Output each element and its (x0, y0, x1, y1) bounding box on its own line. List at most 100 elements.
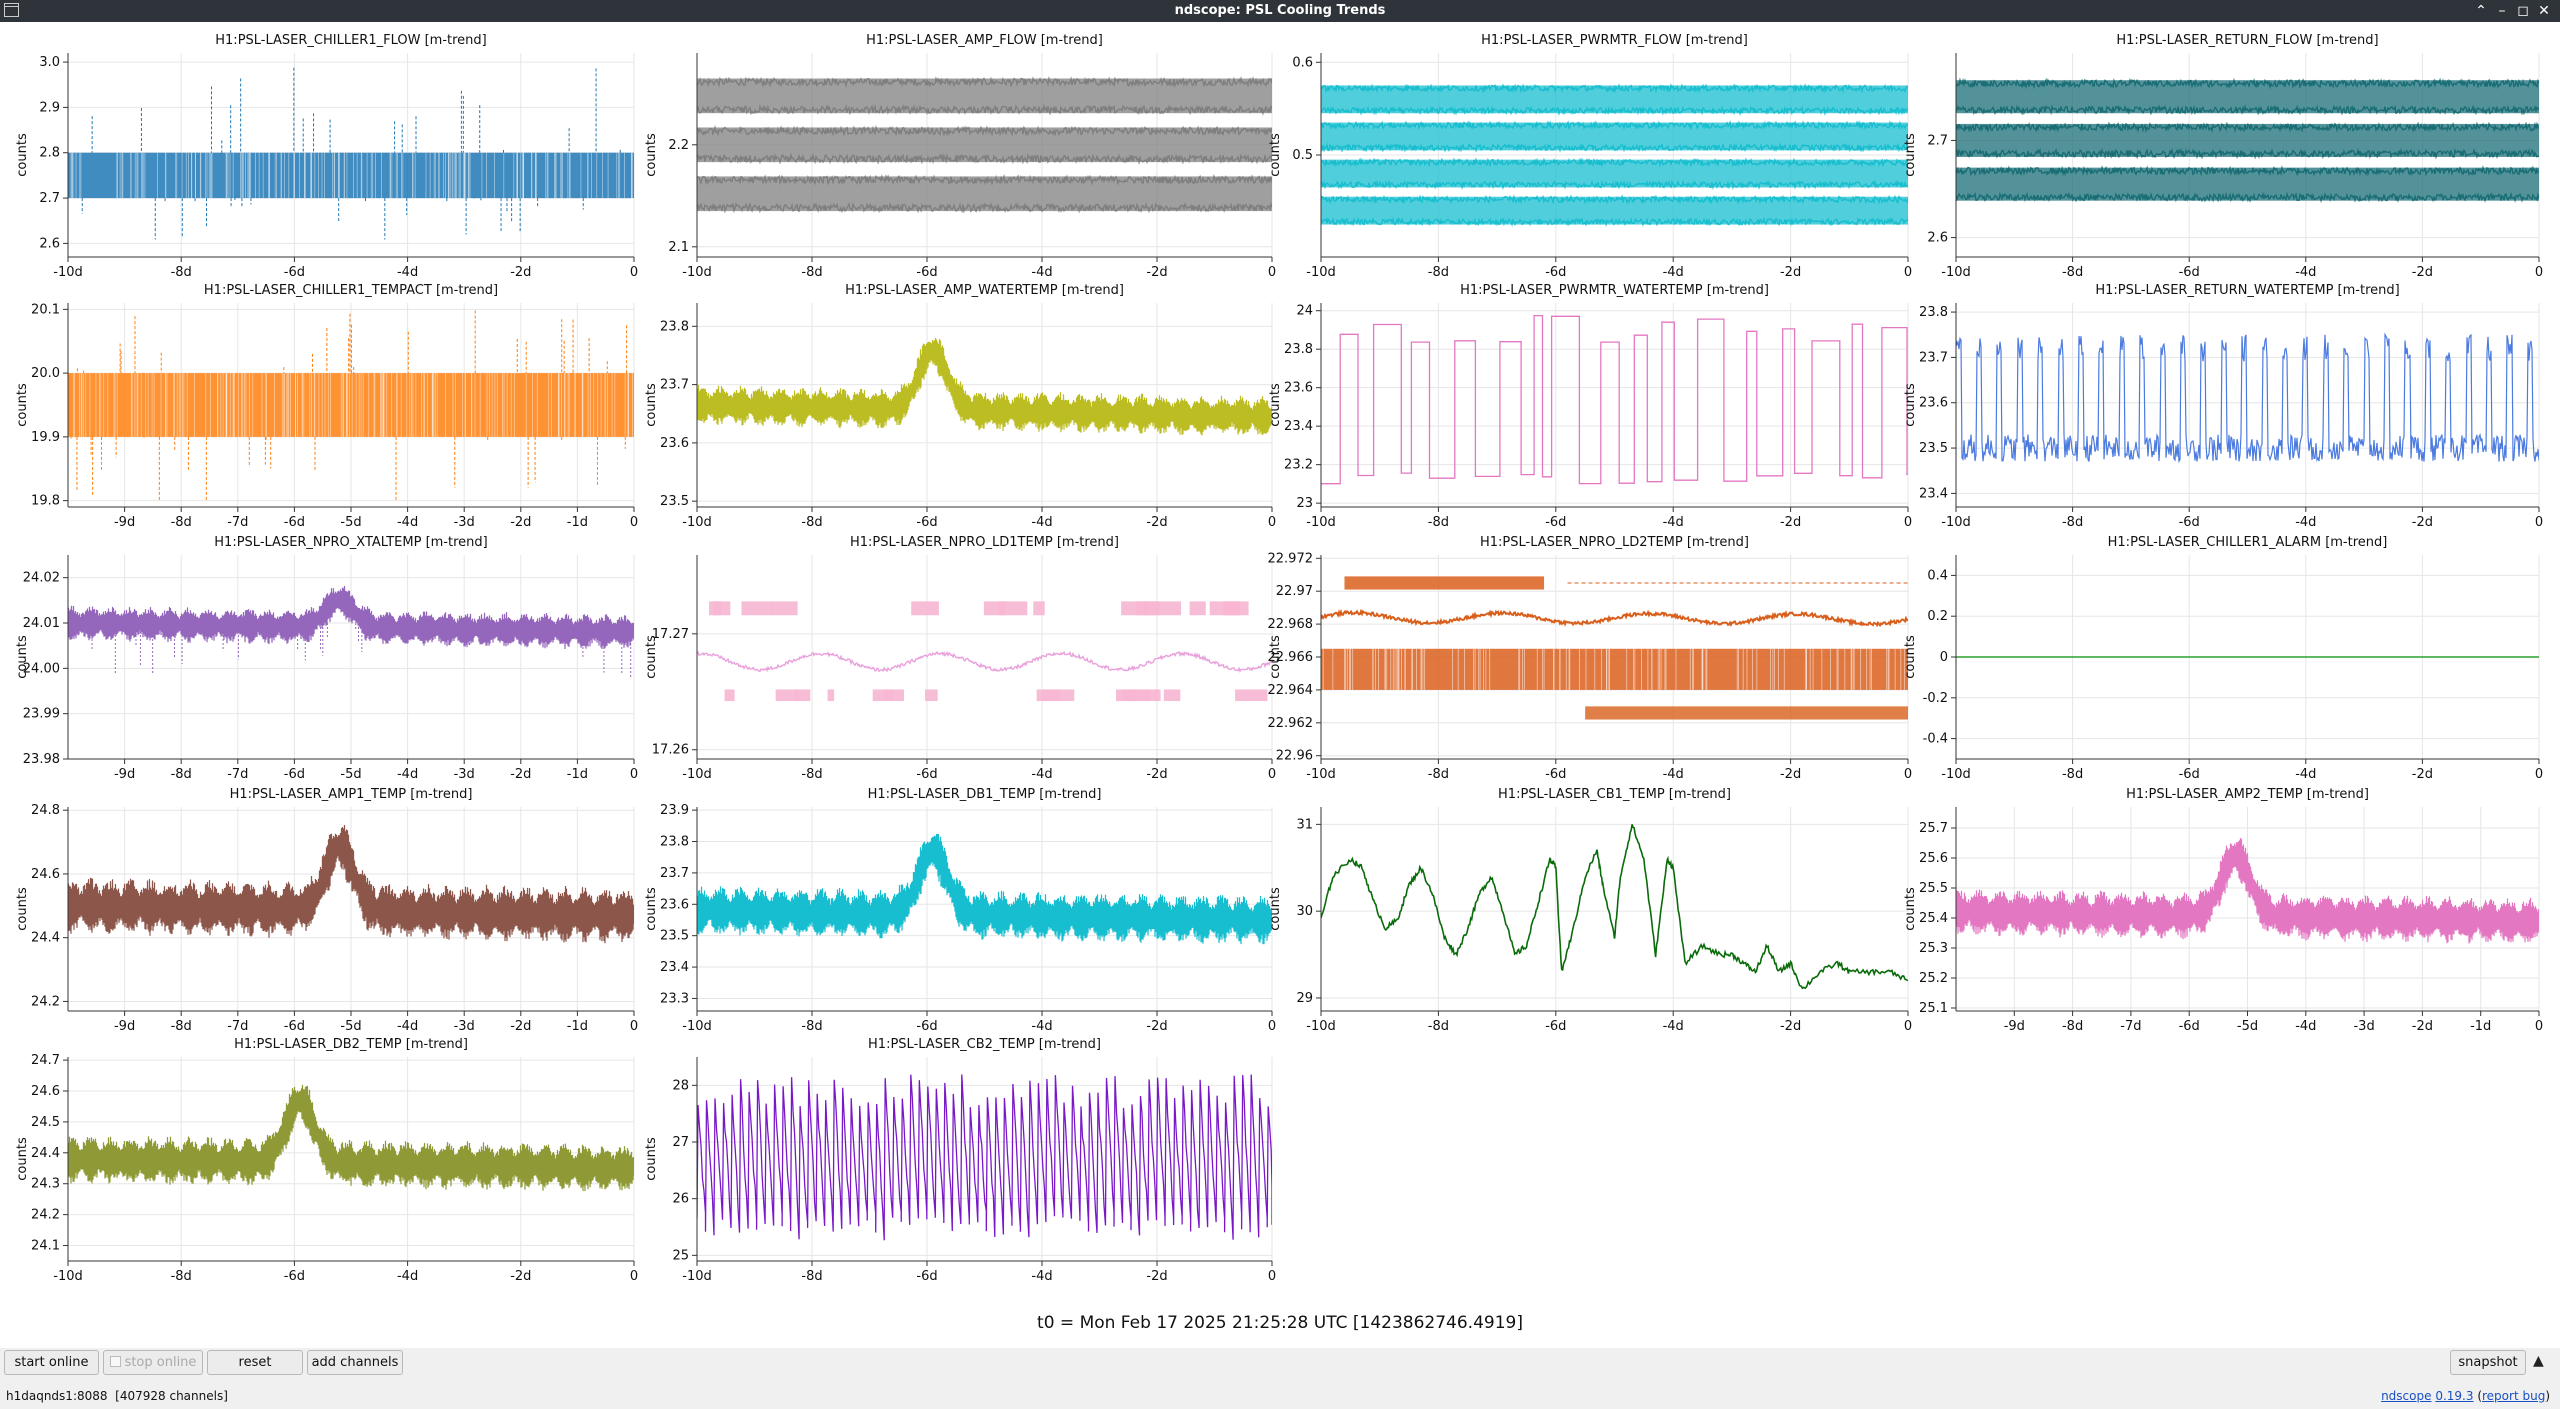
ld-band-upper (1165, 601, 1182, 616)
series-band (68, 152, 634, 199)
series-amp2-temp (1956, 837, 2539, 944)
y-tick-label: 22.968 (1268, 617, 1314, 632)
y-tick-label: 24.7 (31, 1053, 60, 1068)
y-tick-label: 23.5 (1919, 441, 1948, 456)
x-tick-label: -10d (53, 265, 83, 280)
x-tick-label: -8d (801, 1019, 822, 1034)
series-line (1321, 608, 1908, 628)
plot-amp-watertemp: H1:PSL-LASER_AMP_WATERTEMP [m-trend] coun… (644, 283, 1276, 530)
x-tick-label: -2d (510, 515, 531, 530)
maximize-icon[interactable]: ◻ (2517, 3, 2529, 19)
x-tick-label: -4d (2295, 1019, 2316, 1034)
ld-band-upper (911, 601, 939, 616)
y-axis-label-cb1-temp: counts (1268, 887, 1283, 931)
ld2-band (1321, 648, 1908, 690)
y-axis-label-db1-temp: counts (644, 887, 659, 931)
y-tick-label: 24.6 (31, 867, 60, 882)
y-tick-label: 23.8 (660, 835, 689, 850)
x-tick-label: -7d (227, 515, 248, 530)
y-tick-label: 0.2 (1927, 609, 1948, 624)
ld-band-lower (1163, 689, 1181, 702)
y-tick-label: 25.7 (1919, 821, 1948, 836)
stop-online-label: stop online (124, 1355, 197, 1370)
stop-online-button[interactable]: stop online (103, 1350, 203, 1375)
y-tick-label: 17.26 (652, 743, 689, 758)
series-band-fill (1321, 122, 1908, 151)
x-tick-label: -2d (510, 1019, 531, 1034)
ld-band-upper (1224, 601, 1241, 616)
start-online-button[interactable]: start online (4, 1350, 99, 1375)
report-bug-link[interactable]: report bug (2482, 1389, 2546, 1403)
y-tick-label: 23.5 (660, 494, 689, 509)
minimize-icon[interactable]: – (2498, 3, 2506, 19)
y-axis-label-return-flow: counts (1903, 133, 1918, 177)
add-channels-button[interactable]: add channels (307, 1350, 403, 1375)
ld-band-lower (1042, 689, 1075, 702)
close-icon[interactable]: ✕ (2538, 3, 2550, 19)
app-window-icon[interactable] (4, 3, 19, 17)
x-tick-label: -6d (2179, 515, 2200, 530)
x-tick-label: -2d (1780, 1019, 1801, 1034)
plot-db1-temp: H1:PSL-LASER_DB1_TEMP [m-trend] counts -10… (644, 787, 1276, 1034)
y-tick-label: 27 (672, 1135, 689, 1150)
plot-return-watertemp: H1:PSL-LASER_RETURN_WATERTEMP [m-trend] c… (1903, 283, 2543, 530)
y-tick-label: 23.99 (23, 707, 60, 722)
ld-band-lower (884, 689, 904, 702)
y-tick-label: 24.01 (23, 616, 60, 631)
plot-title-amp2-temp: H1:PSL-LASER_AMP2_TEMP [m-trend] (2126, 787, 2369, 802)
y-tick-label: 2.6 (39, 236, 60, 251)
y-tick-label: 31 (1296, 817, 1313, 832)
y-tick-label: 25.4 (1919, 911, 1948, 926)
ld-band-lower (1235, 689, 1268, 702)
x-tick-label: -3d (454, 767, 475, 782)
keep-above-icon[interactable]: ⌃ (2475, 3, 2487, 19)
y-axis-label-chiller1-flow: counts (15, 133, 30, 177)
x-tick-label: -2d (510, 1269, 531, 1284)
plot-amp-flow: H1:PSL-LASER_AMP_FLOW [m-trend] counts -10… (644, 33, 1276, 280)
ndscope-link[interactable]: ndscope (2381, 1389, 2432, 1403)
x-tick-label: -2d (2412, 265, 2433, 280)
x-tick-label: -8d (171, 767, 192, 782)
plot-amp1-temp: H1:PSL-LASER_AMP1_TEMP [m-trend] counts -9… (15, 787, 638, 1034)
y-tick-label: 20.1 (31, 302, 60, 317)
series-band-fill (1956, 123, 2539, 157)
expand-up-arrow-icon[interactable]: ▲ (2533, 1353, 2544, 1369)
y-axis-label-pwrmtr-flow: counts (1268, 133, 1283, 177)
y-tick-label: 23.4 (1919, 486, 1948, 501)
x-tick-label: -7d (227, 767, 248, 782)
plot-title-npro-xtaltemp: H1:PSL-LASER_NPRO_XTALTEMP [m-trend] (214, 535, 487, 550)
x-tick-label: -2d (1780, 767, 1801, 782)
ld-band-upper (741, 601, 774, 616)
paren-open: ( (2473, 1389, 2482, 1403)
ld-band-upper (772, 601, 798, 616)
ld-band-lower (827, 689, 835, 702)
y-tick-label: 23.5 (660, 929, 689, 944)
y-axis-label-return-watertemp: counts (1903, 383, 1918, 427)
x-tick-label: -4d (1031, 515, 1052, 530)
plot-title-amp-flow: H1:PSL-LASER_AMP_FLOW [m-trend] (866, 33, 1103, 48)
x-tick-label: 0 (2535, 767, 2543, 782)
x-tick-label: -6d (2179, 265, 2200, 280)
version-link[interactable]: 0.19.3 (2435, 1389, 2474, 1403)
x-tick-label: -10d (1941, 767, 1971, 782)
x-tick-label: -10d (1306, 265, 1336, 280)
x-tick-label: -8d (1428, 265, 1449, 280)
x-tick-label: -8d (171, 515, 192, 530)
x-tick-label: -6d (916, 1019, 937, 1034)
y-axis-label-cb2-temp: counts (644, 1137, 659, 1181)
y-axis-label-amp1-temp: counts (15, 887, 30, 931)
x-tick-label: -8d (801, 1269, 822, 1284)
y-tick-label: 28 (672, 1078, 689, 1093)
x-tick-label: -7d (2120, 1019, 2141, 1034)
plot-npro-ld1temp: H1:PSL-LASER_NPRO_LD1TEMP [m-trend] count… (644, 535, 1276, 782)
plot-return-flow: H1:PSL-LASER_RETURN_FLOW [m-trend] counts… (1903, 33, 2543, 280)
plots-canvas[interactable]: H1:PSL-LASER_CHILLER1_FLOW [m-trend] coun… (0, 22, 2560, 1348)
x-tick-label: -8d (801, 515, 822, 530)
reset-button[interactable]: reset (207, 1350, 303, 1375)
snapshot-button[interactable]: snapshot (2450, 1350, 2526, 1375)
x-tick-label: -4d (1663, 1019, 1684, 1034)
x-tick-label: -6d (284, 1269, 305, 1284)
plot-title-cb1-temp: H1:PSL-LASER_CB1_TEMP [m-trend] (1498, 787, 1731, 802)
x-tick-label: -2d (1780, 265, 1801, 280)
x-tick-label: 0 (1268, 1269, 1276, 1284)
